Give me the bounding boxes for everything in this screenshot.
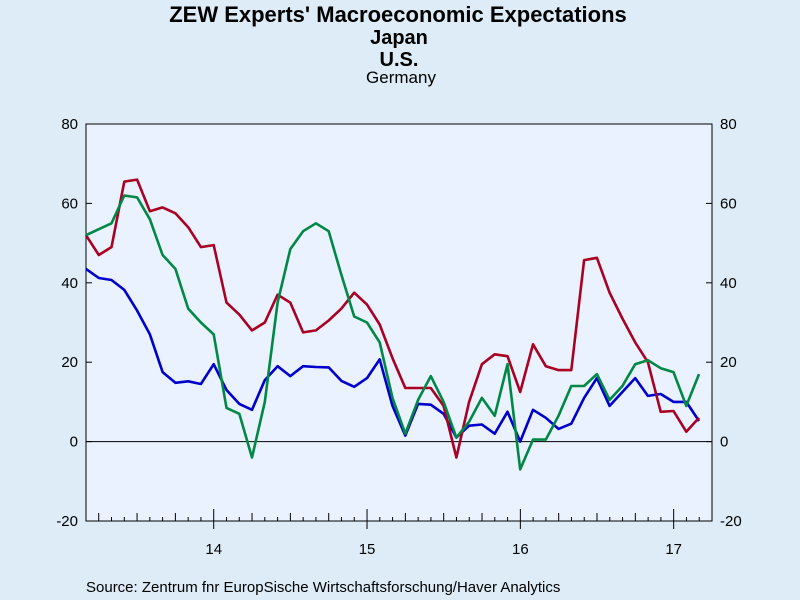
series-line-japan: [85, 267, 701, 443]
y-tick-label-left: 40: [61, 275, 78, 292]
source-note: Source: Zentrum fnr EuropSische Wirtscha…: [86, 579, 560, 596]
series-label-germany: Germany: [366, 68, 436, 87]
axes: -20 -20 0 0 20 20 40 40 60 60 80 80 14 15 16 17: [56, 116, 741, 558]
series-label-japan: Japan: [370, 27, 428, 49]
y-tick-label-right: -20: [720, 513, 742, 530]
y-tick-label-right: 20: [720, 354, 737, 371]
y-tick-label-right: 60: [720, 195, 737, 212]
series-lines: [84, 178, 701, 471]
x-tick-label: 17: [665, 541, 682, 558]
y-tick-label-right: 0: [720, 434, 728, 451]
x-tick-label: 15: [359, 541, 376, 558]
chart-title: ZEW Experts' Macroeconomic Expectations: [169, 2, 627, 27]
y-tick-label-left: 20: [61, 354, 78, 371]
series-line-us: [84, 178, 700, 459]
y-tick-label-left: 60: [61, 195, 78, 212]
series-label-us: U.S.: [380, 49, 419, 71]
plot-area: [85, 123, 713, 522]
x-tick-label: 16: [512, 541, 529, 558]
y-tick-label-right: 80: [720, 116, 737, 133]
y-tick-label-left: 0: [70, 434, 78, 451]
series-line-germany: [85, 194, 701, 471]
y-tick-label-right: 40: [720, 275, 737, 292]
x-tick-label: 14: [205, 541, 222, 558]
y-tick-label-left: 80: [61, 116, 78, 133]
y-tick-label-left: -20: [56, 513, 78, 530]
